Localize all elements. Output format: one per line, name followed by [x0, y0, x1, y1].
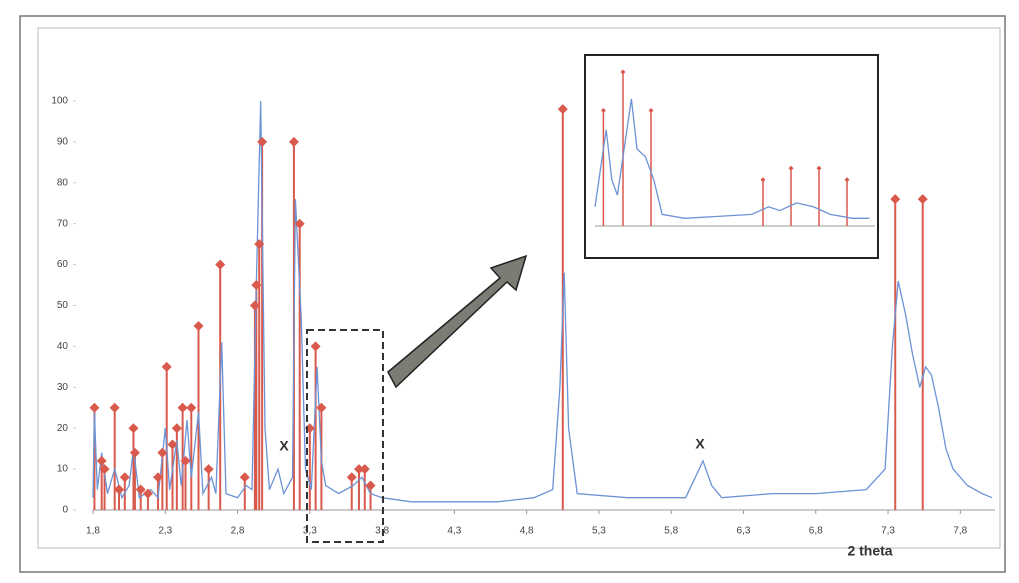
page: {"chart_data": [ {"type": "line", "x_lab… — [0, 0, 1019, 583]
x-axis-title: 2 theta — [847, 543, 892, 559]
x-tick-label: 5,8 — [664, 526, 678, 537]
chart: 01020304050607080901001,82,32,83,33,84,3… — [0, 0, 1019, 583]
x-tick-label: 2,3 — [158, 526, 172, 537]
x-tick-label: 3,3 — [303, 526, 317, 537]
y-tick-label: 20 — [57, 423, 69, 434]
inset-frame — [585, 55, 878, 258]
x-tick-label: 6,3 — [737, 526, 751, 537]
x-tick-label: 4,3 — [447, 526, 461, 537]
annotation: X — [695, 436, 705, 452]
x-tick-label: 7,3 — [881, 526, 895, 537]
x-tick-label: 2,8 — [231, 526, 245, 537]
x-tick-label: 4,8 — [520, 526, 534, 537]
annotation: X — [279, 438, 289, 454]
y-tick-label: 30 — [57, 382, 69, 393]
y-tick-label: 80 — [57, 177, 69, 188]
y-tick-label: 10 — [57, 464, 69, 475]
x-tick-label: 1,8 — [86, 526, 100, 537]
y-tick-label: 100 — [51, 96, 68, 107]
y-tick-label: 90 — [57, 137, 69, 148]
y-tick-label: 70 — [57, 218, 69, 229]
y-tick-label: 60 — [57, 259, 69, 270]
y-tick-label: 0 — [62, 505, 68, 516]
y-tick-label: 50 — [57, 300, 69, 311]
x-tick-label: 5,3 — [592, 526, 606, 537]
y-tick-label: 40 — [57, 341, 69, 352]
x-tick-label: 7,8 — [953, 526, 967, 537]
x-tick-label: 6,8 — [809, 526, 823, 537]
